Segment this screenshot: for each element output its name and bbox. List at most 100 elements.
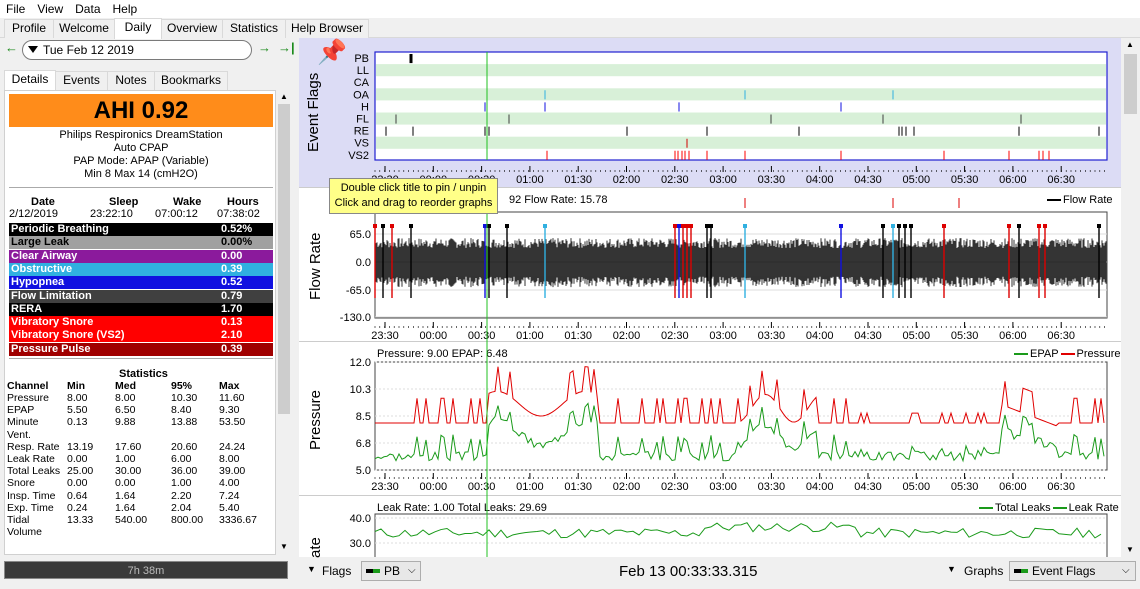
stat-cell: 8.40 [171, 404, 192, 417]
flag-swatch-icon [366, 569, 380, 573]
tab-profile[interactable]: Profile [4, 19, 54, 38]
tab-daily[interactable]: Daily [114, 18, 162, 39]
stat-cell: Minute [7, 416, 39, 429]
stat-cell: 800.00 [171, 514, 204, 526]
stat-cell: Pressure [7, 392, 50, 404]
stat-cell: 8.00 [67, 392, 88, 404]
prev-day-arrow-icon[interactable]: ← [5, 40, 18, 55]
scroll-down-icon[interactable]: ▼ [280, 542, 288, 551]
y-tick-label: -130.0 [340, 312, 371, 324]
session-wake: 07:00:12 [155, 208, 198, 220]
tab-events[interactable]: Events [55, 71, 108, 90]
event-value: 0.52 [221, 276, 243, 289]
x-tick-label: 05:30 [951, 481, 979, 493]
stat-cell: 36.00 [171, 465, 198, 478]
flow-event-marker [891, 224, 895, 228]
flags-label[interactable]: Flags [322, 564, 352, 578]
x-tick-label: 02:30 [661, 174, 689, 186]
date-picker[interactable]: Tue Feb 12 2019 [22, 40, 252, 60]
stat-cell: Vent. [7, 428, 31, 441]
stat-cell: 3336.67 [219, 514, 257, 526]
x-tick-label: 04:00 [806, 330, 834, 342]
tab-overview[interactable]: Overview [161, 19, 223, 38]
flow-event-marker [709, 224, 713, 228]
graph-scrollbar[interactable]: ▲ ▼ [1121, 38, 1140, 557]
stat-cell: 0.64 [67, 489, 88, 502]
stat-cell: Tidal [7, 514, 30, 526]
divider [9, 187, 273, 188]
x-tick-label: 05:00 [903, 481, 931, 493]
stat-cell: 0.00 [67, 453, 88, 465]
scroll-down-icon[interactable]: ▼ [1126, 545, 1134, 554]
flags-select[interactable]: PB ⌵ [361, 561, 421, 581]
event-value: 0.00 [221, 249, 243, 262]
stat-cell: 20.60 [171, 440, 198, 453]
dropdown-arrow-icon [28, 46, 38, 53]
pin-icon[interactable]: 📌 [317, 39, 347, 66]
tab-bookmarks[interactable]: Bookmarks [154, 71, 228, 90]
event-row: Flow Limitation 0.79 [9, 289, 273, 303]
flow-event-marker [390, 224, 394, 228]
flag-channel-label: CA [354, 77, 370, 89]
tab-notes[interactable]: Notes [107, 71, 155, 90]
x-tick-label: 23:30 [371, 481, 399, 493]
menu-view[interactable]: View [37, 2, 64, 16]
tab-details[interactable]: Details [4, 70, 56, 90]
pressure-title: Pressure: 9.00 EPAP: 6.48 [377, 348, 508, 360]
session-header-wake: Wake [173, 196, 202, 208]
pressure-line [375, 366, 1105, 427]
menu-file[interactable]: File [6, 2, 26, 16]
graphs-label[interactable]: Graphs [964, 564, 1004, 578]
stat-cell: Exp. Time [7, 501, 54, 514]
stat-cell: 2.04 [171, 501, 192, 514]
stat-cell: 13.19 [67, 440, 94, 453]
leak-graph[interactable]: ate Leak Rate: 1.00 Total Leaks: 29.69 T… [299, 496, 1121, 558]
event-flags-graph[interactable]: 📌 Event Flags PBLLCAOAHFLREVSVS223:3000:… [299, 38, 1121, 188]
y-tick-label: 40.0 [350, 513, 371, 525]
details-scrollbar[interactable]: ▲ ▼ [276, 90, 292, 555]
stat-cell: Total Leaks [7, 465, 61, 478]
event-row: Obstructive 0.39 [9, 262, 273, 276]
session-header-date: Date [31, 196, 55, 208]
scroll-thumb[interactable] [278, 104, 290, 414]
y-tick-label: 0.0 [356, 257, 371, 269]
flow-rate-graph[interactable]: Flow Rate 92 Flow Rate: 15.78 Flow Rate … [299, 188, 1121, 342]
flags-toggle-icon[interactable]: ▼ [307, 564, 316, 574]
y-tick-label: 8.5 [356, 411, 371, 423]
tooltip-line-1: Double click title to pin / unpin [340, 182, 487, 194]
stat-header: 95% [171, 380, 193, 392]
scroll-up-icon[interactable]: ▲ [1126, 40, 1134, 49]
leak-plot: 40.0 30.0 [350, 496, 1108, 557]
menu-help[interactable]: Help [112, 2, 138, 16]
scroll-thumb[interactable] [1124, 54, 1137, 114]
tab-statistics[interactable]: Statistics [222, 19, 286, 38]
flow-event-marker [903, 224, 907, 228]
stat-cell: Insp. Time [7, 489, 56, 502]
x-tick-label: 23:30 [371, 330, 399, 342]
scroll-up-icon[interactable]: ▲ [280, 92, 288, 101]
flow-rate-legend: Flow Rate [1047, 194, 1113, 206]
x-tick-label: 01:00 [516, 174, 544, 186]
y-tick-label: 5.0 [356, 465, 371, 477]
stat-cell: 6.00 [171, 453, 192, 465]
tab-welcome[interactable]: Welcome [53, 19, 115, 38]
chevron-down-icon: ⌵ [408, 565, 416, 576]
graphs-select-value: Event Flags [1032, 564, 1096, 578]
pap-mode: PAP Mode: APAP (Variable) [73, 155, 209, 167]
last-day-arrow-icon[interactable]: →| [278, 40, 295, 55]
y-tick-label: 30.0 [350, 538, 371, 550]
graphs-select[interactable]: Event Flags ⌵ [1009, 561, 1136, 581]
menu-data[interactable]: Data [75, 2, 101, 16]
graphs-toggle-icon[interactable]: ▼ [947, 564, 956, 574]
graph-area: 📌 Event Flags PBLLCAOAHFLREVSVS223:3000:… [299, 38, 1121, 558]
next-day-arrow-icon[interactable]: → [258, 40, 271, 55]
stat-cell: 11.60 [219, 392, 245, 404]
tab-help-browser[interactable]: Help Browser [285, 19, 369, 38]
x-tick-label: 05:00 [903, 174, 931, 186]
pressure-graph[interactable]: Pressure Pressure: 9.00 EPAP: 6.48 EPAP P… [299, 342, 1121, 496]
total-leaks-line [374, 521, 1102, 539]
stat-cell: 8.00 [115, 392, 136, 404]
stat-cell: 25.00 [67, 465, 94, 478]
x-tick-label: 06:00 [999, 481, 1027, 493]
stat-cell: 0.13 [67, 416, 88, 429]
